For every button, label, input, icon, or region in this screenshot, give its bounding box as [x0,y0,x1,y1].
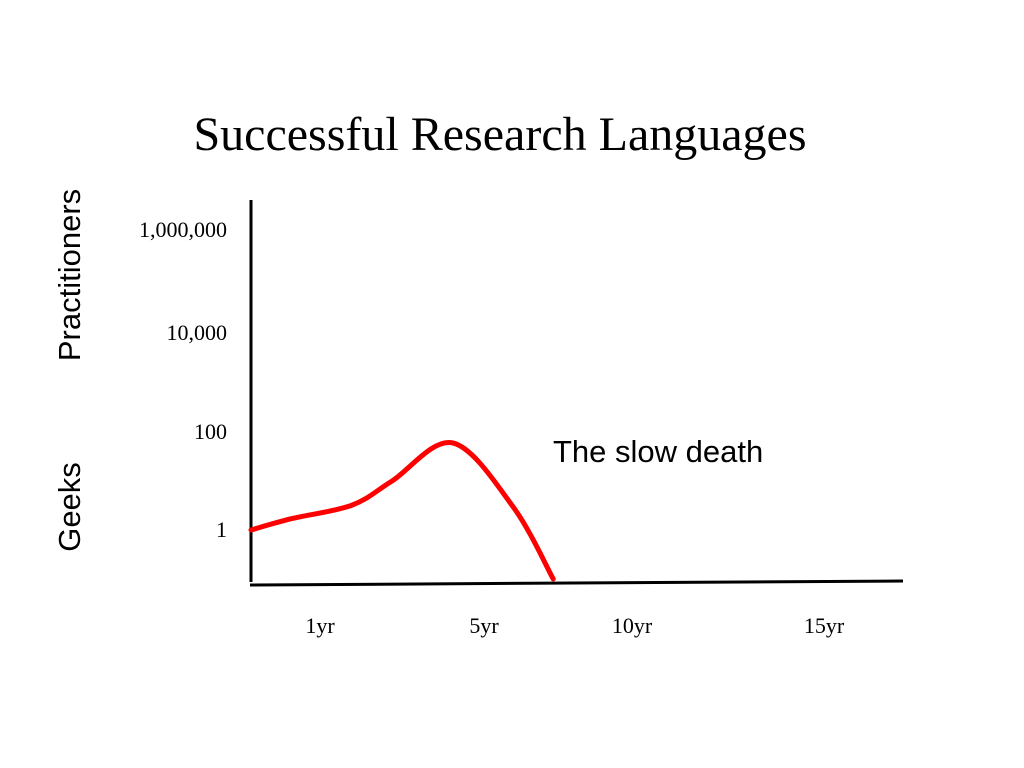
y-axis-low-label: Geeks [52,462,87,552]
x-tick-label: 15yr [804,613,845,638]
y-tick-label: 1,000,000 [139,217,227,242]
x-tick-label: 10yr [612,613,653,638]
x-tick-labels: 1yr 5yr 10yr 15yr [305,613,845,638]
y-axis-label: Practitioners [52,189,87,361]
chart-title: Successful Research Languages [193,108,806,161]
y-tick-labels: 1,000,000 10,000 100 1 [139,217,227,542]
x-tick-label: 5yr [469,613,499,638]
x-tick-label: 1yr [305,613,335,638]
series-line [248,440,556,582]
y-tick-label: 10,000 [167,320,228,345]
x-axis-line [249,579,904,587]
y-tick-label: 100 [194,419,227,444]
annotation-slow-death: The slow death [553,434,763,469]
y-tick-label: 1 [216,517,227,542]
